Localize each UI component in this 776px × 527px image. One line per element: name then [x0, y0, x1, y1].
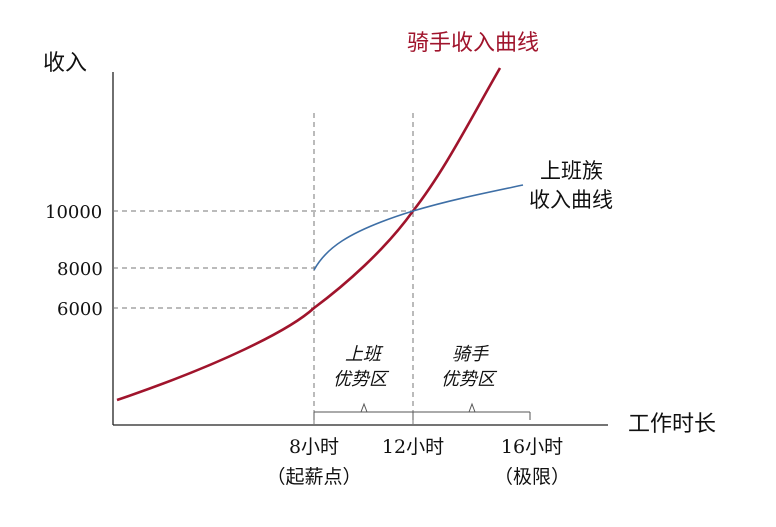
advantage-bracket [313, 402, 531, 420]
office-income-curve [313, 184, 524, 271]
x-tick-sublabel: （起薪点） [266, 466, 361, 488]
x-tick-label: 12小时 [382, 436, 444, 458]
x-tick-label: 16小时 [501, 436, 563, 458]
rider-advantage-label-line2: 优势区 [441, 369, 498, 390]
office-advantage-label-line2: 优势区 [333, 369, 390, 390]
x-axis-label: 工作时长 [628, 412, 716, 437]
office-curve-label-line1: 上班族 [540, 159, 603, 183]
office-advantage-label-line1: 上班 [345, 344, 384, 365]
y-tick-label: 10000 [45, 202, 102, 223]
y-axis-label: 收入 [43, 51, 87, 76]
office-curve-label-line2: 收入曲线 [529, 188, 613, 212]
rider-income-curve [116, 67, 502, 402]
rider-curve-label: 骑手收入曲线 [407, 31, 539, 56]
rider-advantage-label-line1: 骑手 [452, 344, 489, 365]
y-tick-label: 6000 [57, 299, 103, 320]
x-tick-label: 8小时 [289, 436, 339, 458]
x-tick-sublabel: （极限） [494, 466, 570, 488]
y-tick-label: 8000 [57, 259, 103, 280]
